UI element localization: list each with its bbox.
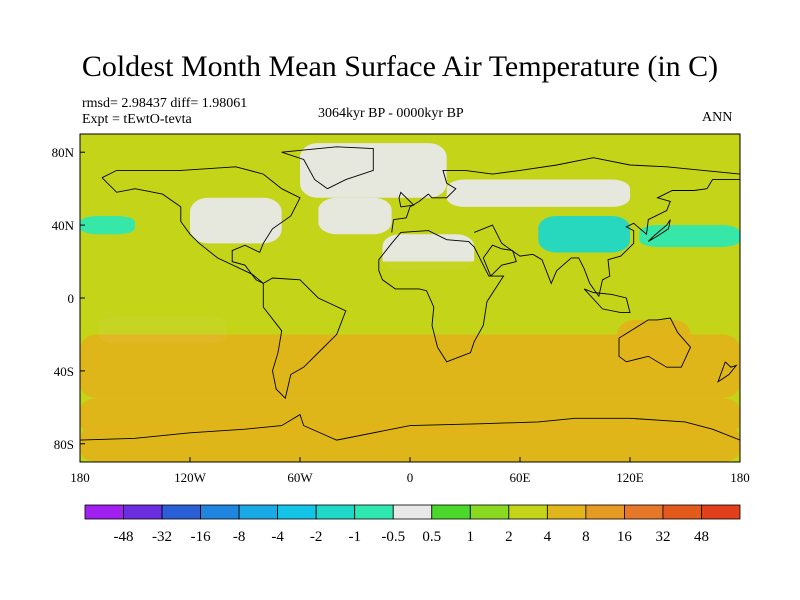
x-tick-label: 0 (407, 470, 414, 485)
coastline-11 (717, 361, 738, 383)
season-label: ANN (702, 110, 733, 125)
colorbar-swatch (508, 504, 548, 520)
colorbar-label: -2 (310, 529, 323, 545)
colorbar-swatch (161, 504, 201, 520)
colorbar-swatch (701, 504, 741, 520)
anomaly-region-11 (80, 261, 740, 335)
x-tick-label: 120W (174, 470, 207, 485)
colorbar-swatch (392, 504, 433, 520)
y-tick-label: 40S (54, 364, 74, 379)
colorbar-swatch (238, 504, 279, 520)
colorbar-swatch (354, 504, 394, 520)
x-tick-label: 120E (616, 470, 644, 485)
colorbar-label: 4 (544, 529, 552, 545)
experiment-label: Expt = tEwtO-tevta (82, 112, 192, 127)
colorbar-label: 2 (505, 529, 513, 545)
x-tick-label: 180 (70, 470, 90, 485)
colorbar-label: 8 (582, 529, 590, 545)
coastline-4 (391, 157, 740, 233)
anomaly-region-4 (446, 179, 630, 207)
colorbar-label: -16 (191, 529, 211, 545)
colorbar-label: 16 (617, 529, 633, 545)
x-tick-label: 60W (287, 470, 313, 485)
coastlines (80, 146, 740, 441)
colorbar-swatch (546, 504, 587, 520)
coastline-10 (80, 413, 740, 441)
colorbar: -48 -32 -16 -8 -4 -2 -1 -0.5 0.5 1 2 4 8 16 32 48 (84, 504, 741, 545)
x-tick-label: 60E (510, 470, 531, 485)
colorbar-label: 1 (467, 529, 475, 545)
coastline-8 (398, 191, 415, 208)
colorbar-label: -8 (233, 529, 246, 545)
x-axis: 180 120W 60W 0 60E 120E 180 (70, 457, 750, 485)
anomaly-region-6 (639, 225, 740, 247)
anomaly-region-10 (80, 425, 740, 462)
y-tick-label: 80S (54, 437, 74, 452)
y-tick-label: 40N (52, 218, 75, 233)
coastline-1 (262, 277, 347, 400)
colorbar-label: 0.5 (422, 529, 441, 545)
y-tick-label: 0 (68, 291, 75, 306)
coastline-7 (618, 317, 692, 368)
y-axis: 80N 40N 0 40S 80S (52, 145, 85, 452)
colorbar-label: 48 (694, 529, 709, 545)
colorbar-label: -1 (348, 529, 361, 545)
colorbar-label: -32 (152, 529, 172, 545)
colorbar-label: -4 (271, 529, 284, 545)
coastline-5 (474, 179, 740, 298)
anomaly-region-13 (617, 319, 691, 368)
colorbar-label: 32 (655, 529, 670, 545)
stats-label: rmsd= 2.98437 diff= 1.98061 (82, 96, 248, 111)
period-label: 3064kyr BP - 0000kyr BP (318, 106, 464, 121)
coastline-12 (583, 288, 631, 314)
coastline-6 (482, 244, 517, 277)
colorbar-swatch (84, 504, 124, 520)
colorbar-swatch (585, 504, 625, 520)
colorbar-swatch (624, 504, 664, 520)
x-tick-label: 180 (730, 470, 750, 485)
anomaly-region-1 (190, 197, 282, 244)
coastline-3 (378, 230, 505, 363)
chart-title: Coldest Month Mean Surface Air Temperatu… (81, 50, 719, 83)
coastline-0 (101, 166, 301, 284)
colorbar-swatch (277, 504, 317, 520)
colorbar-label: -0.5 (381, 529, 405, 545)
anomaly-region-2 (318, 197, 392, 235)
coastline-2 (281, 146, 374, 190)
colorbar-swatch (315, 504, 356, 520)
colorbar-swatch (123, 504, 163, 520)
anomaly-region-5 (538, 216, 630, 253)
colorbar-swatch (200, 504, 240, 520)
colorbar-swatch (469, 504, 510, 520)
coastline-9 (647, 219, 671, 242)
anomaly-region-7 (80, 216, 135, 235)
anomaly-region-12 (80, 334, 740, 399)
colorbar-swatch (431, 504, 471, 520)
colorbar-swatch (662, 504, 702, 520)
colorbar-label: -48 (114, 529, 134, 545)
map-field (80, 134, 740, 462)
y-tick-label: 80N (52, 145, 75, 160)
